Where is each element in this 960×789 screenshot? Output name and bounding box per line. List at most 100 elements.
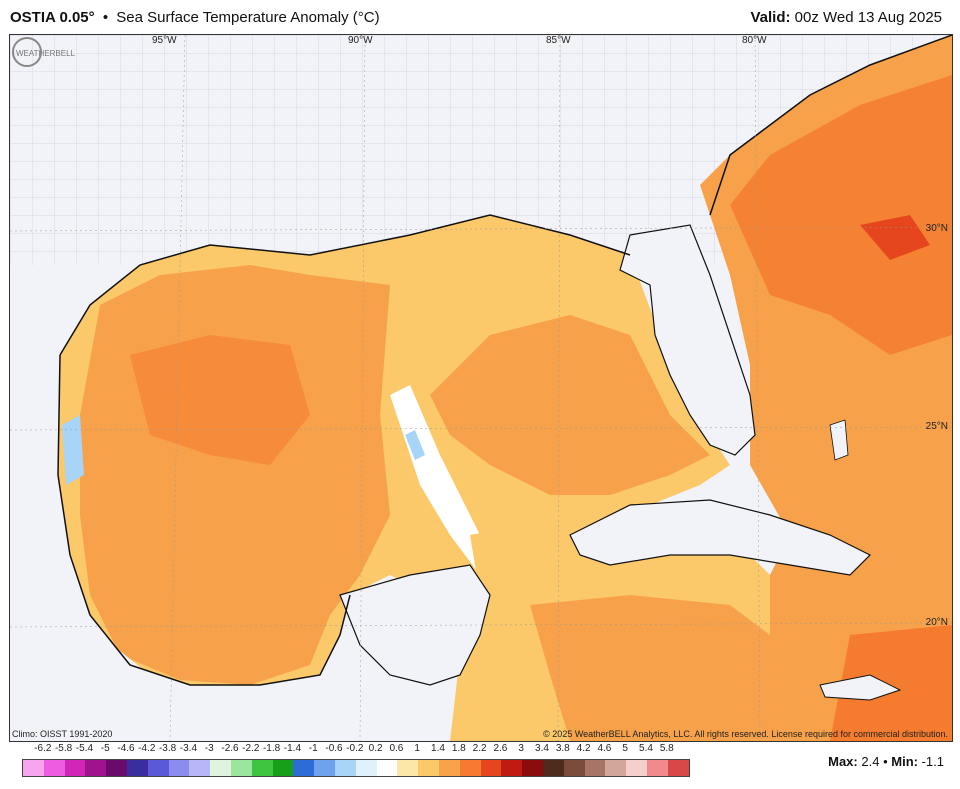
- cuba: [569, 499, 872, 576]
- eastern-gulf-anomaly: [430, 315, 710, 495]
- legend-tick-label: -6.2: [34, 743, 52, 754]
- legend-tick-label: -3: [204, 743, 214, 754]
- valid-value: 00z Wed 13 Aug 2025: [794, 9, 942, 26]
- lat-label-25n: 25°N: [925, 421, 948, 432]
- legend-tick-label: 0.6: [389, 743, 404, 754]
- lon-label-90w: 90°W: [348, 35, 373, 46]
- legend-tick-label: -2.2: [242, 743, 260, 754]
- us-gulf-coastline: [59, 214, 631, 356]
- color-legend: -6.2 -5.8 -5.4 -5 -4.6 -4.2 -3.8 -3.4 -3 -2.6 -2.2…: [10, 743, 710, 783]
- legend-swatch: [563, 760, 585, 776]
- field-name: Sea Surface Temperature Anomaly (°C): [116, 9, 380, 26]
- max-label: Max:: [828, 754, 858, 769]
- legend-swatch: [189, 760, 211, 776]
- lon-label-80w: 80°W: [742, 35, 767, 46]
- atlantic-warm-core: [730, 75, 952, 355]
- legend-swatch: [376, 760, 398, 776]
- legend-ticks: -6.2 -5.8 -5.4 -5 -4.6 -4.2 -3.8 -3.4 -3 -2.6 -2.2…: [10, 743, 710, 757]
- legend-tick-label: -1.8: [262, 743, 281, 754]
- legend-swatch: [459, 760, 481, 776]
- legend-swatch: [438, 760, 460, 776]
- bahamas: [829, 419, 849, 461]
- legend-swatch: [605, 760, 627, 776]
- atlantic-coastline: [709, 35, 952, 216]
- lat-label-30n: 30°N: [925, 223, 948, 234]
- legend-tick-label: 1.4: [431, 743, 445, 754]
- legend-swatch: [272, 760, 294, 776]
- header: OSTIA 0.05° • Sea Surface Temperature An…: [0, 0, 960, 34]
- legend-swatch: [334, 760, 356, 776]
- legend-swatch: [293, 760, 315, 776]
- legend-tick-label: 5.4: [639, 743, 653, 754]
- legend-tick-label: 4.6: [597, 743, 612, 754]
- legend-tick-label: -1: [308, 743, 318, 754]
- legend-tick-label: -5.8: [54, 743, 73, 754]
- legend-swatch: [230, 760, 252, 776]
- legend-swatch: [23, 760, 44, 776]
- legend-swatch: [106, 760, 127, 776]
- legend-swatch: [314, 760, 335, 776]
- legend-swatch: [64, 760, 86, 776]
- legend-tick-label: -0.6: [325, 743, 343, 754]
- legend-swatch: [480, 760, 502, 776]
- legend-tick-label: -4.2: [138, 743, 156, 754]
- legend-swatch: [251, 760, 273, 776]
- jamaica: [819, 674, 902, 701]
- weatherbell-logo: WEATHERBELL: [12, 37, 76, 67]
- legend-swatch: [501, 760, 523, 776]
- title-separator: •: [102, 9, 109, 26]
- max-value: 2.4: [861, 754, 880, 769]
- legend-tick-label: 2.6: [493, 743, 508, 754]
- mexico-gulf-coastline: [57, 354, 351, 686]
- legend-tick-label: -3.4: [179, 743, 198, 754]
- legend-tick-label: -4.6: [117, 743, 135, 754]
- legend-swatch: [584, 760, 606, 776]
- cool-patch: [405, 430, 425, 460]
- lat-label-20n: 20°N: [925, 617, 948, 628]
- legend-tick-label: 3: [518, 743, 524, 754]
- lon-label-85w: 85°W: [546, 35, 571, 46]
- caribbean-warm: [530, 595, 770, 741]
- texas-coast-cool: [62, 415, 84, 485]
- legend-swatch: [355, 760, 377, 776]
- legend-tick-label: -5.4: [75, 743, 94, 754]
- legend-swatch: [646, 760, 668, 776]
- legend-swatch: [542, 760, 564, 776]
- florida: [619, 224, 756, 456]
- climo-note: Climo: OISST 1991-2020: [12, 729, 113, 739]
- mexico-south: [10, 575, 340, 741]
- min-label: Min:: [891, 754, 918, 769]
- legend-swatch: [626, 760, 647, 776]
- max-min-readout: Max: 2.4 • Min: -1.1: [828, 754, 944, 769]
- legend-colorbar: [22, 759, 690, 777]
- legend-swatch: [85, 760, 107, 776]
- legend-swatch: [168, 760, 190, 776]
- valid-label: Valid:: [750, 9, 791, 26]
- legend-swatch: [210, 760, 231, 776]
- graticule: [10, 35, 952, 741]
- legend-tick-label: 2.2: [472, 743, 487, 754]
- legend-tick-label: 1.8: [451, 743, 466, 754]
- map-panel[interactable]: 95°W 90°W 85°W 80°W 30°N 25°N 20°N WEATH…: [9, 34, 953, 742]
- map-title: OSTIA 0.05° • Sea Surface Temperature An…: [10, 9, 380, 26]
- model-name: OSTIA 0.05°: [10, 9, 95, 26]
- legend-tick-label: 5: [622, 743, 628, 754]
- min-value: -1.1: [921, 754, 944, 769]
- legend-tick-label: 5.8: [659, 743, 674, 754]
- legend-tick-label: -3.8: [158, 743, 177, 754]
- legend-tick-label: 1: [414, 743, 420, 754]
- legend-tick-label: -2.6: [221, 743, 239, 754]
- svg-text:WEATHERBELL: WEATHERBELL: [16, 49, 76, 58]
- legend-swatch: [522, 760, 543, 776]
- legend-swatch: [397, 760, 419, 776]
- caribbean-east: [830, 625, 952, 741]
- valid-time: Valid: 00z Wed 13 Aug 2025: [750, 9, 942, 26]
- sst-anomaly-map: [10, 35, 952, 741]
- legend-tick-label: 3.8: [555, 743, 570, 754]
- legend-tick-label: -1.4: [283, 743, 302, 754]
- maxmin-separator: •: [883, 754, 888, 769]
- legend-tick-label: 0.2: [368, 743, 383, 754]
- legend-swatch: [418, 760, 439, 776]
- legend-tick-label: -5: [100, 743, 110, 754]
- legend-swatch: [667, 760, 689, 776]
